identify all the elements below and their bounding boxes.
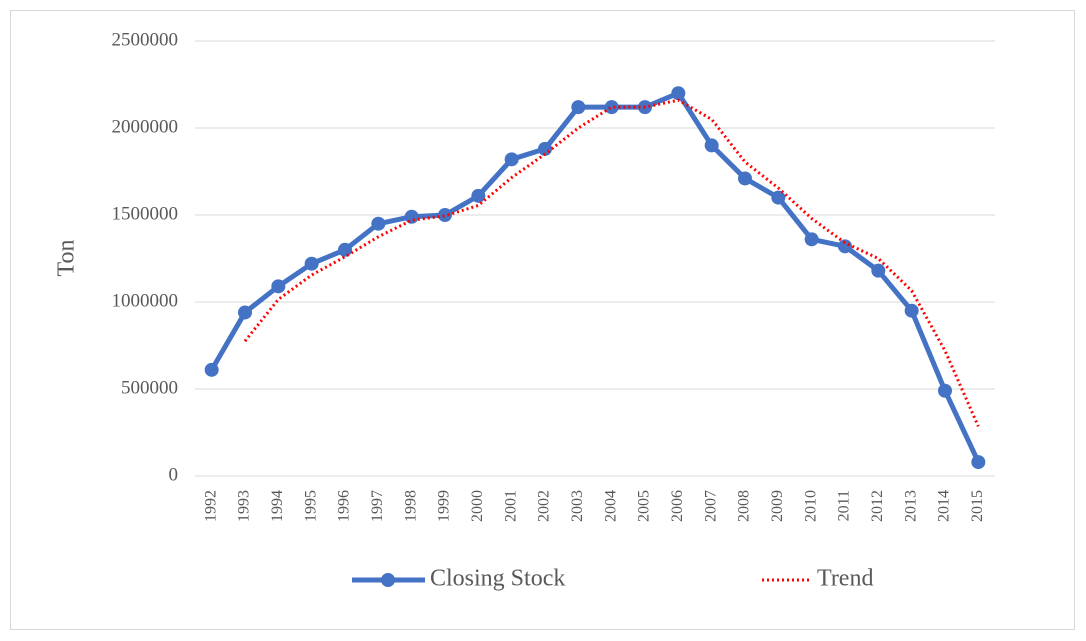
point bbox=[838, 239, 852, 254]
legend-label: Trend bbox=[817, 566, 873, 592]
x-tick-label: 2014 bbox=[936, 490, 953, 522]
x-tick-label: 2002 bbox=[536, 490, 553, 522]
y-tick-label: 2000000 bbox=[112, 116, 179, 137]
y-tick-label: 2500000 bbox=[112, 29, 179, 50]
x-tick-label: 2004 bbox=[602, 490, 619, 522]
x-tick-label: 2012 bbox=[869, 490, 886, 522]
x-tick-label: 2013 bbox=[902, 490, 919, 522]
x-tick-label: 2005 bbox=[636, 490, 653, 522]
x-tick-label: 2010 bbox=[802, 490, 819, 522]
x-tick-label: 2008 bbox=[736, 490, 753, 522]
point bbox=[204, 362, 219, 377]
point bbox=[404, 209, 419, 224]
x-tick-label: 1993 bbox=[236, 490, 253, 522]
point bbox=[938, 383, 952, 398]
point bbox=[471, 188, 486, 203]
y-tick-label: 1500000 bbox=[112, 203, 179, 224]
point bbox=[338, 242, 352, 257]
point bbox=[304, 256, 319, 271]
x-tick-label: 2001 bbox=[502, 490, 519, 522]
y-tick-label: 0 bbox=[169, 464, 179, 485]
point bbox=[738, 171, 752, 186]
x-tick-label: 2003 bbox=[569, 490, 586, 522]
y-tick-label: 500000 bbox=[121, 377, 178, 398]
x-tick-label: 2006 bbox=[669, 490, 686, 522]
x-tick-label: 1995 bbox=[302, 490, 319, 522]
point bbox=[704, 138, 719, 153]
point bbox=[971, 455, 986, 470]
x-tick-label: 1998 bbox=[402, 490, 419, 522]
x-tick-label: 2007 bbox=[702, 490, 719, 522]
legend-marker bbox=[381, 573, 395, 587]
point bbox=[671, 86, 686, 101]
x-tick-label: 2000 bbox=[469, 490, 486, 522]
point bbox=[604, 100, 619, 115]
x-tick-label: 1994 bbox=[269, 490, 286, 522]
x-tick-label: 2015 bbox=[969, 490, 986, 522]
point bbox=[571, 100, 586, 115]
point bbox=[271, 279, 286, 294]
x-tick-label: 1996 bbox=[336, 490, 353, 522]
legend-label: Closing Stock bbox=[430, 566, 565, 592]
point bbox=[804, 232, 819, 247]
y-axis-label: Ton bbox=[54, 240, 80, 277]
x-tick-label: 1992 bbox=[202, 490, 219, 522]
chart-border bbox=[10, 10, 1075, 630]
point bbox=[871, 263, 886, 278]
point bbox=[904, 303, 919, 318]
x-tick-label: 1997 bbox=[369, 490, 386, 522]
x-tick-label: 2011 bbox=[836, 490, 853, 521]
y-tick-label: 1000000 bbox=[112, 290, 179, 311]
point bbox=[504, 152, 519, 167]
x-tick-label: 2009 bbox=[769, 490, 786, 522]
point bbox=[438, 208, 452, 222]
point bbox=[771, 190, 786, 205]
x-tick-label: 1999 bbox=[436, 490, 453, 522]
point bbox=[238, 305, 252, 320]
point bbox=[371, 216, 386, 231]
